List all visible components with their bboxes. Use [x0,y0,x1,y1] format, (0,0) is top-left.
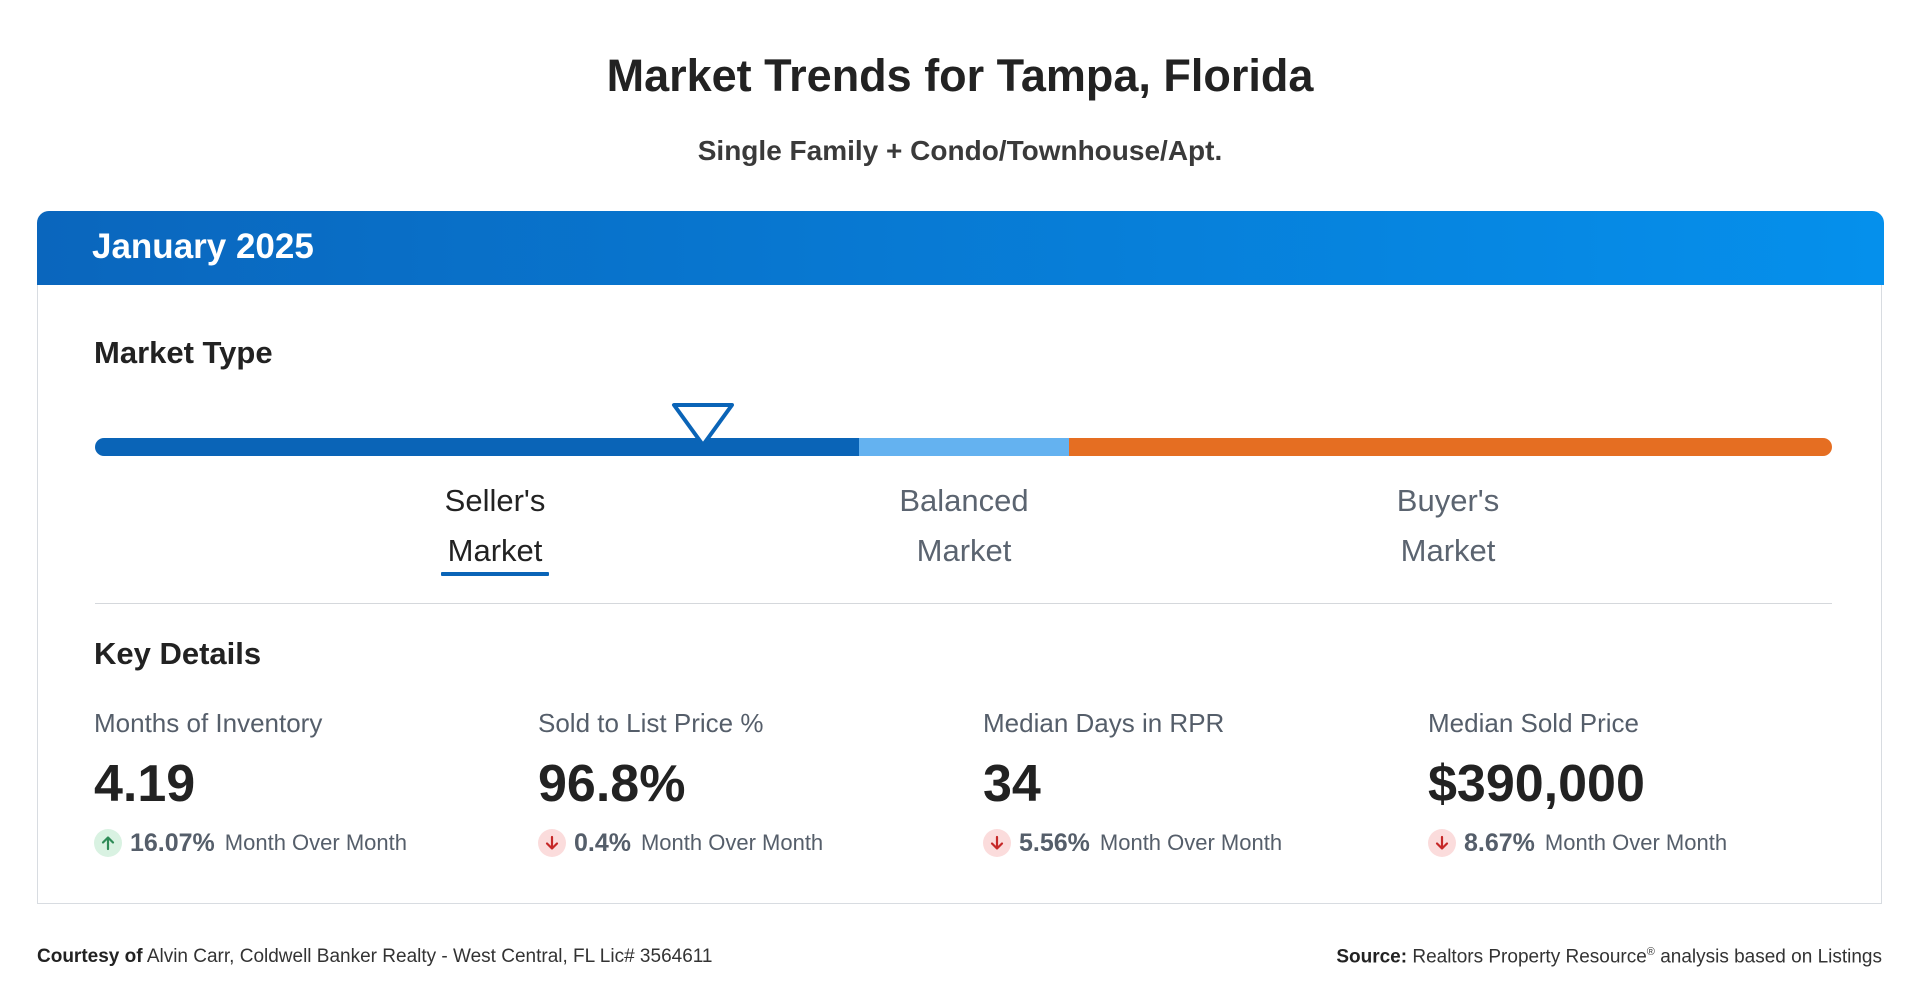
selected-market-underline [441,572,549,576]
sellers-market-segment [95,438,859,456]
metric-months-of-inventory: Months of Inventory 4.19 16.07% Month Ov… [94,706,514,860]
metric-median-days-in-rpr: Median Days in RPR 34 5.56% Month Over M… [983,706,1403,860]
registered-mark: ® [1646,946,1655,958]
balanced-market-line1: Balanced [899,483,1029,518]
triangle-down-icon [671,403,734,447]
metric-change: 8.67% Month Over Month [1428,826,1848,860]
source-name: Realtors Property Resource [1412,946,1647,968]
sellers-market-line2: Market [447,533,543,568]
metric-value: $390,000 [1428,755,1645,813]
sellers-market-line1: Seller's [444,483,546,518]
metric-label: Median Days in RPR [983,708,1225,738]
metric-label: Months of Inventory [94,708,323,738]
metric-change: 5.56% Month Over Month [983,826,1403,860]
buyers-market-line1: Buyer's [1396,483,1500,518]
market-type-title: Market Type [94,335,273,370]
metric-median-sold-price: Median Sold Price $390,000 8.67% Month O… [1428,706,1848,860]
courtesy-label: Courtesy of [37,946,143,967]
change-value: 8.67% [1464,828,1535,857]
change-value: 16.07% [130,828,215,857]
sellers-market-label: Seller's Market [375,476,615,576]
buyers-market-line2: Market [1400,533,1496,568]
period-label: January 2025 [92,227,314,266]
metric-value: 34 [983,755,1041,813]
metric-label: Median Sold Price [1428,708,1639,738]
arrow-down-icon [538,829,566,857]
metric-value: 4.19 [94,755,196,813]
buyers-market-segment [1069,438,1832,456]
metric-change: 16.07% Month Over Month [94,826,514,860]
change-period: Month Over Month [640,830,824,855]
key-details-title: Key Details [94,636,262,671]
source-text: analysis based on Listings [1660,946,1882,968]
market-trends-card: January 2025 Market Type Seller's Market… [37,211,1884,904]
arrow-up-icon [94,829,122,857]
change-period: Month Over Month [224,830,407,855]
metric-label: Sold to List Price % [538,708,764,738]
section-divider [95,603,1832,604]
change-value: 0.4% [574,828,631,857]
balanced-market-label: Balanced Market [844,476,1084,576]
page-title: Market Trends for Tampa, Florida [606,50,1314,101]
arrow-down-icon [983,829,1011,857]
market-type-bar [95,438,1832,456]
courtesy-text: Alvin Carr, Coldwell Banker Realty - Wes… [146,946,713,967]
arrow-down-icon [1428,829,1456,857]
page-subtitle: Single Family + Condo/Townhouse/Apt. [697,135,1223,166]
metric-sold-to-list-price: Sold to List Price % 96.8% 0.4% Month Ov… [538,706,958,860]
metric-value: 96.8% [538,755,686,813]
card-header: January 2025 [37,211,1884,285]
change-value: 5.56% [1019,828,1090,857]
balanced-market-segment [859,438,1069,456]
source-footer: Source: Realtors Property Resource® anal… [1336,946,1882,968]
buyers-market-label: Buyer's Market [1328,476,1568,576]
balanced-market-line2: Market [916,533,1012,568]
source-label: Source: [1336,946,1408,968]
change-period: Month Over Month [1099,830,1283,855]
metric-change: 0.4% Month Over Month [538,826,958,860]
courtesy-footer: Courtesy of Alvin Carr, Coldwell Banker … [37,946,713,968]
change-period: Month Over Month [1544,830,1728,855]
